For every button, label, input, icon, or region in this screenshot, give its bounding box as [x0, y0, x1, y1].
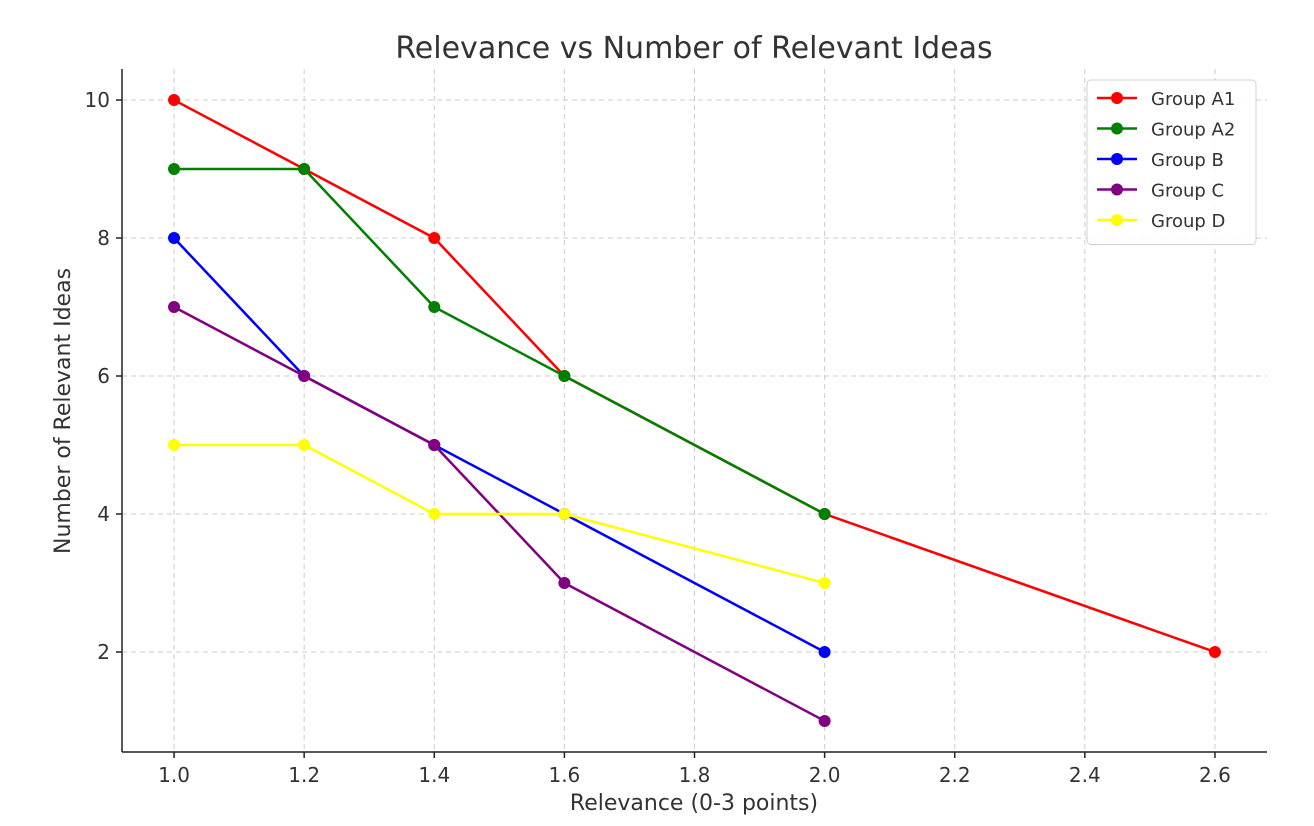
legend-marker: [1111, 214, 1123, 226]
chart-title: Relevance vs Number of Relevant Ideas: [395, 31, 992, 66]
x-tick-label: 2.6: [1199, 763, 1231, 787]
legend-marker: [1111, 153, 1123, 165]
x-tick-label: 2.2: [939, 763, 971, 787]
y-tick-label: 8: [97, 226, 110, 250]
data-point-group-d: [558, 507, 571, 520]
grid-lines: [122, 69, 1267, 752]
legend-label: Group D: [1151, 211, 1225, 232]
legend-entry-group-d: Group D: [1097, 211, 1225, 232]
data-point-group-c: [168, 301, 181, 314]
x-tick-label: 2.4: [1069, 763, 1101, 787]
legend-label: Group C: [1151, 181, 1224, 202]
legend-entry-group-a1: Group A1: [1097, 89, 1235, 110]
data-point-group-a2: [558, 370, 571, 383]
x-tick-label: 1.6: [548, 763, 580, 787]
y-tick-label: 2: [97, 640, 110, 664]
data-point-group-a2: [298, 163, 311, 176]
x-tick-label: 1.0: [158, 763, 190, 787]
data-point-group-c: [558, 576, 571, 589]
legend-label: Group B: [1151, 150, 1224, 171]
x-axis-ticks: 1.0 1.2 1.4 1.6 1.8 2.0 2.2 2.4 2.6: [158, 752, 1231, 787]
data-point-group-c: [298, 370, 311, 383]
x-tick-label: 2.0: [809, 763, 841, 787]
legend-entry-group-c: Group C: [1097, 181, 1224, 202]
legend-label: Group A2: [1151, 120, 1235, 141]
data-point-group-a2: [428, 301, 441, 314]
legend-entry-group-b: Group B: [1097, 150, 1224, 171]
data-point-group-d: [428, 507, 441, 520]
legend-marker: [1111, 183, 1123, 196]
y-axis-label: Number of Relevant Ideas: [51, 268, 76, 554]
series-lines: [168, 94, 1221, 727]
series-group-a2: [168, 163, 831, 520]
data-point-group-a2: [818, 507, 831, 520]
data-point-group-c: [428, 438, 441, 451]
legend-label: Group A1: [1151, 89, 1235, 110]
data-point-group-d: [168, 438, 181, 451]
data-point-group-d: [298, 438, 311, 451]
series-line-group-a1: [173, 98, 1216, 654]
x-axis-label: Relevance (0-3 points): [570, 791, 818, 816]
y-tick-label: 6: [97, 364, 110, 388]
data-point-group-d: [818, 576, 831, 589]
y-axis-ticks: 2 4 6 8 10: [85, 88, 122, 664]
legend-marker: [1111, 92, 1123, 104]
y-tick-label: 4: [97, 502, 110, 526]
data-point-group-b: [168, 232, 181, 245]
data-point-group-a1: [428, 232, 441, 245]
data-point-group-b: [818, 645, 831, 658]
y-tick-label: 10: [85, 88, 110, 112]
legend-marker: [1111, 122, 1123, 135]
x-tick-label: 1.2: [288, 763, 320, 787]
legend: Group A1 Group A2 Group B Group C Group D: [1086, 79, 1257, 245]
series-group-c: [168, 301, 831, 727]
series-group-d: [168, 438, 831, 589]
data-point-group-a1: [1208, 645, 1221, 658]
data-point-group-a2: [168, 163, 181, 176]
legend-box: [1086, 79, 1257, 245]
data-point-group-c: [818, 714, 831, 727]
x-tick-label: 1.8: [679, 763, 711, 787]
x-tick-label: 1.4: [418, 763, 450, 787]
data-point-group-a1: [168, 94, 181, 107]
legend-entry-group-a2: Group A2: [1097, 120, 1235, 141]
